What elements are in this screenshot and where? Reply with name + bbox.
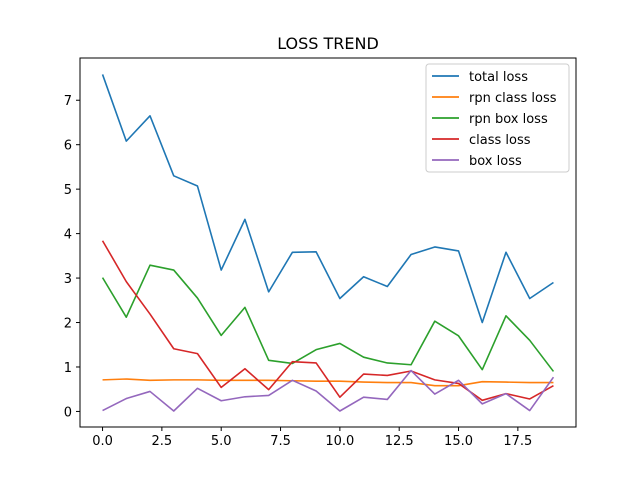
- legend-box: [425, 63, 570, 173]
- series-line-total-loss: [101, 74, 554, 324]
- y-tick-label: 4: [64, 228, 72, 243]
- axes-frame: [79, 57, 577, 428]
- x-tick-label: 12.5: [385, 434, 414, 449]
- series-line-rpn-box-loss: [101, 264, 555, 372]
- legend-label: box loss: [469, 154, 522, 169]
- x-tick-label: 2.5: [152, 434, 173, 449]
- legend: total loss rpn class loss rpn box loss clas…: [425, 63, 570, 173]
- y-tick-label: 1: [64, 361, 72, 376]
- y-tick-label: 2: [64, 317, 72, 332]
- legend-label: class loss: [469, 133, 531, 148]
- x-tick-label: 7.5: [270, 434, 291, 449]
- series-line-box-loss: [102, 369, 555, 412]
- plot-area: [101, 74, 555, 412]
- x-tick-label: 10.0: [325, 434, 354, 449]
- series-line-class-loss: [101, 240, 554, 402]
- y-tick-label: 7: [64, 94, 72, 109]
- x-tick-label: 15.0: [444, 434, 473, 449]
- legend-label: rpn box loss: [469, 112, 548, 127]
- x-tick-label: 5.0: [211, 434, 232, 449]
- legend-label: total loss: [469, 70, 528, 85]
- y-tick-label: 6: [64, 139, 72, 154]
- y-tick-label: 3: [64, 272, 72, 287]
- legend-label: rpn class loss: [469, 91, 557, 106]
- axis-ticks: 0.0 2.5 5.0 7.5 10.0 12.5 15.0 17.5 0 1 2 3 4 5 6 7: [64, 94, 533, 449]
- x-tick-label: 0.0: [92, 434, 113, 449]
- y-tick-label: 5: [64, 183, 72, 198]
- y-tick-label: 0: [64, 405, 72, 420]
- x-tick-label: 17.5: [503, 434, 532, 449]
- chart-title: LOSS TREND: [277, 34, 379, 53]
